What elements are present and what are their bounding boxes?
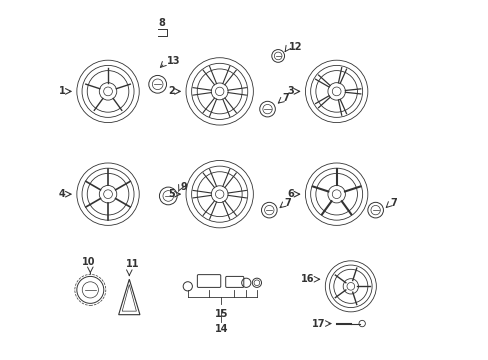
Text: 7: 7	[282, 94, 289, 103]
Text: 17: 17	[311, 319, 325, 329]
Text: 15: 15	[214, 309, 228, 319]
Text: 14: 14	[214, 324, 228, 334]
Text: 1: 1	[59, 86, 65, 96]
Text: 11: 11	[126, 258, 139, 269]
Text: 7: 7	[284, 198, 291, 208]
Text: 4: 4	[59, 189, 65, 199]
Text: 7: 7	[390, 198, 396, 208]
Text: 2: 2	[167, 86, 174, 96]
Text: 5: 5	[167, 189, 174, 199]
Text: 12: 12	[288, 42, 302, 52]
Text: 13: 13	[166, 56, 180, 66]
Text: 9: 9	[181, 182, 187, 192]
Text: 6: 6	[287, 189, 293, 199]
Text: 3: 3	[287, 86, 293, 96]
Text: 10: 10	[81, 257, 95, 267]
Text: 8: 8	[158, 18, 165, 28]
Text: 16: 16	[300, 274, 313, 284]
